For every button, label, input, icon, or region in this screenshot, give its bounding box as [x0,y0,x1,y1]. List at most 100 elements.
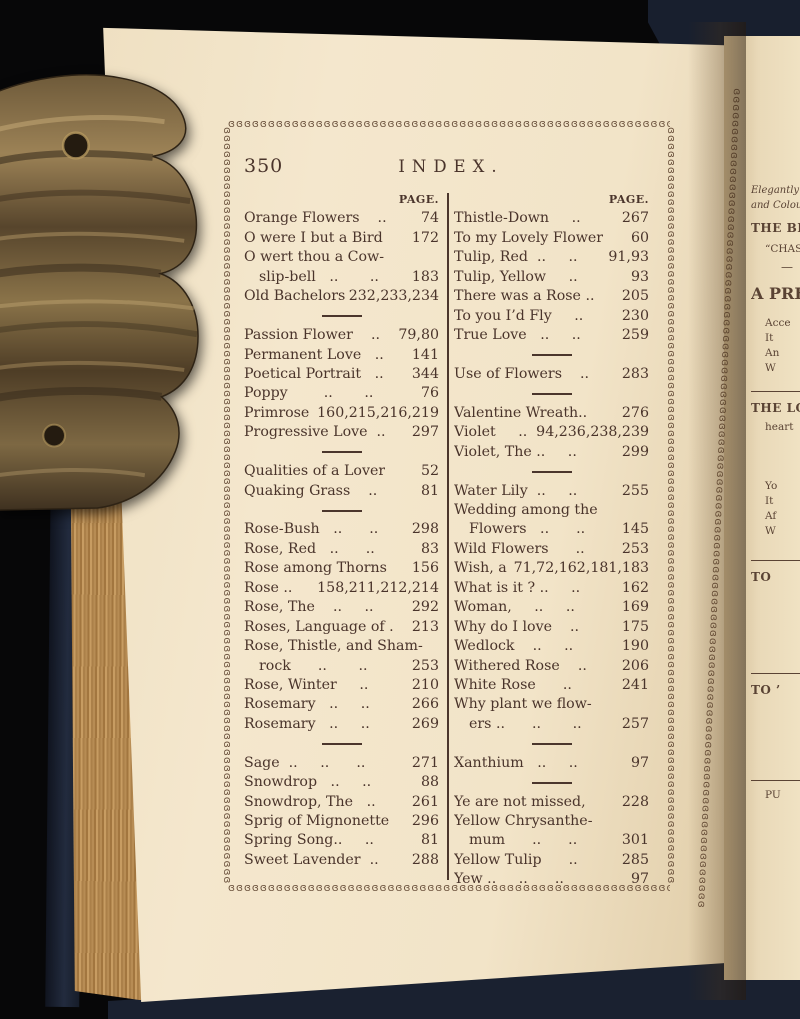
entry-page-number: 141 [411,346,439,363]
index-entry: Use of Flowers .. 283 [454,365,649,384]
entry-title: Yellow Tulip .. [454,851,578,868]
index-entry: Thistle-Down .. 267 [454,209,649,228]
page-header-label: PAGE. [608,193,649,206]
entry-title: ers .. .. .. [469,715,582,732]
section-divider [244,307,439,326]
entry-page-number: 267 [621,210,649,227]
entry-page-number: 232,233,234 [348,288,439,305]
index-entry: Water Lily .. .. 255 [454,482,649,501]
entry-page-number: 255 [621,482,649,499]
entry-title: Use of Flowers .. [454,365,590,382]
section-divider [244,734,439,753]
ornament-left-border: ɞɞɞɞɞɞɞɞɞɞɞɞɞɞɞɞɞɞɞɞɞɞɞɞɞɞɞɞɞɞɞɞɞɞɞɞɞɞɞɞ… [221,127,233,885]
entry-title: Rose-Bush .. .. [244,521,379,538]
page-title: INDEX. [398,157,504,176]
index-entry: Old Bachelors.. 232,233,234 [244,287,439,306]
entry-page-number: 298 [411,521,439,538]
entry-page-number: 94,236,238,239 [536,424,649,441]
entry-page-number: 145 [621,521,649,538]
entry-title: Passion Flower .. [244,327,380,344]
index-entry: Yellow Chrysanthe- [454,812,649,831]
index-column-left: PAGE. Orange Flowers .. 74 O were I but a B… [244,190,439,890]
index-entry: Valentine Wreath.. 276 [454,404,649,423]
index-entry: True Love .. .. 259 [454,326,649,345]
index-entry: Tulip, Red .. .. 91,93 [454,248,649,267]
ad-text-fragment: — [781,260,793,274]
entry-title: Rose, Winter .. [244,676,369,693]
entry-title: Rose, Red .. .. [244,540,375,557]
index-entry: White Rose .. 241 [454,676,649,695]
entry-title: Tulip, Yellow .. [454,268,578,285]
entry-page-number: 344 [411,365,439,382]
ad-divider-rule [751,391,800,392]
entry-title: To you I’d Fly .. [454,307,584,324]
entry-page-number: 259 [621,327,649,344]
index-entry: Wish, a 71,72,162,181,183 [454,559,649,578]
index-entry: Rose-Bush .. .. 298 [244,520,439,539]
entry-page-number: 296 [411,813,439,829]
entry-title: Tulip, Red .. .. [454,249,578,266]
entry-page-number: 266 [411,696,439,713]
entry-title: Yew .. .. .. [454,871,564,888]
entry-title: Poppy .. .. [244,385,374,402]
entry-title: Thistle-Down .. [454,210,581,227]
ad-text-fragment: W [765,525,776,537]
index-entry: Wild Flowers .. 253 [454,540,649,559]
entry-page-number: 299 [621,443,649,460]
index-entry: Why do I love .. 175 [454,618,649,637]
entry-page-number: 158,211,212,214 [317,579,439,596]
index-entry: There was a Rose .. 205 [454,287,649,306]
entry-title: Progressive Love .. [244,424,386,441]
page-header-label: PAGE. [398,193,439,206]
entry-page-number: 172 [411,229,439,246]
entry-page-number: 297 [411,424,439,441]
entry-title: To my Lovely Flower [454,229,604,246]
entry-page-number: 79,80 [398,327,439,344]
entry-page-number: 230 [621,307,649,324]
ornament-right-border: ɞɞɞɞɞɞɞɞɞɞɞɞɞɞɞɞɞɞɞɞɞɞɞɞɞɞɞɞɞɞɞɞɞɞɞɞɞɞɞɞ… [665,127,677,885]
index-entry: Rosemary .. .. 266 [244,695,439,714]
entry-title: Ye are not missed, [454,793,586,810]
clasp-body [0,74,199,511]
index-entry: Rose .. 158,211,212,214 [244,579,439,598]
entry-title: Violet, The .. .. [454,443,577,460]
index-entry: Sweet Lavender .. 288 [244,851,439,870]
facing-ad-text: Elegantly Bou and Colour THE BEST I “CHASTE… [751,184,800,802]
entry-title: Yellow Chrysanthe- [454,813,593,829]
index-entry: Passion Flower .. 79,80 [244,326,439,345]
entry-page-number: 241 [621,676,649,693]
entry-page-number: 253 [621,540,649,557]
entry-title: Why do I love .. [454,618,580,635]
entry-title: Primrose [244,404,310,421]
entry-title: O were I but a Bird [244,229,383,246]
index-entry: slip-bell .. .. 183 [244,268,439,287]
ad-text-fragment: It [765,495,774,507]
entry-page-number: 292 [411,599,439,616]
index-entry: Rose among Thorns 156 [244,559,439,578]
entry-title: Spring Song.. .. [244,832,374,849]
index-entry: What is it ? .. .. 162 [454,579,649,598]
entry-title: Roses, Language of . [244,618,394,635]
entry-title: Water Lily .. .. [454,482,578,499]
index-entry: Rose, Winter .. 210 [244,676,439,695]
entry-page-number: 205 [621,288,649,305]
index-entry: Qualities of a Lover 52 [244,462,439,481]
ad-text-fragment: heart [765,421,794,433]
divider-rule [531,393,572,396]
ad-text-fragment: “CHASTE, S [765,243,800,255]
index-entry: ers .. .. .. 257 [454,715,649,734]
ornament-top-border: ɞɞɞɞɞɞɞɞɞɞɞɞɞɞɞɞɞɞɞɞɞɞɞɞɞɞɞɞɞɞɞɞɞɞɞɞɞɞɞɞ… [228,118,670,130]
index-entry: Poetical Portrait .. 344 [244,365,439,384]
page-number: 350 [244,155,284,177]
divider-rule [531,742,572,745]
index-entry: Poppy .. .. 76 [244,384,439,403]
entry-title: Sprig of Mignonette [244,813,390,829]
ad-text-fragment: TO [751,570,772,584]
entry-title: Rose .. [244,579,293,596]
entry-title: Snowdrop, The .. [244,793,376,810]
entry-title: rock .. .. [259,657,368,674]
entry-title: Why plant we flow- [454,696,592,713]
entry-page-number: 52 [420,463,439,480]
index-entry: To you I’d Fly .. 230 [454,307,649,326]
